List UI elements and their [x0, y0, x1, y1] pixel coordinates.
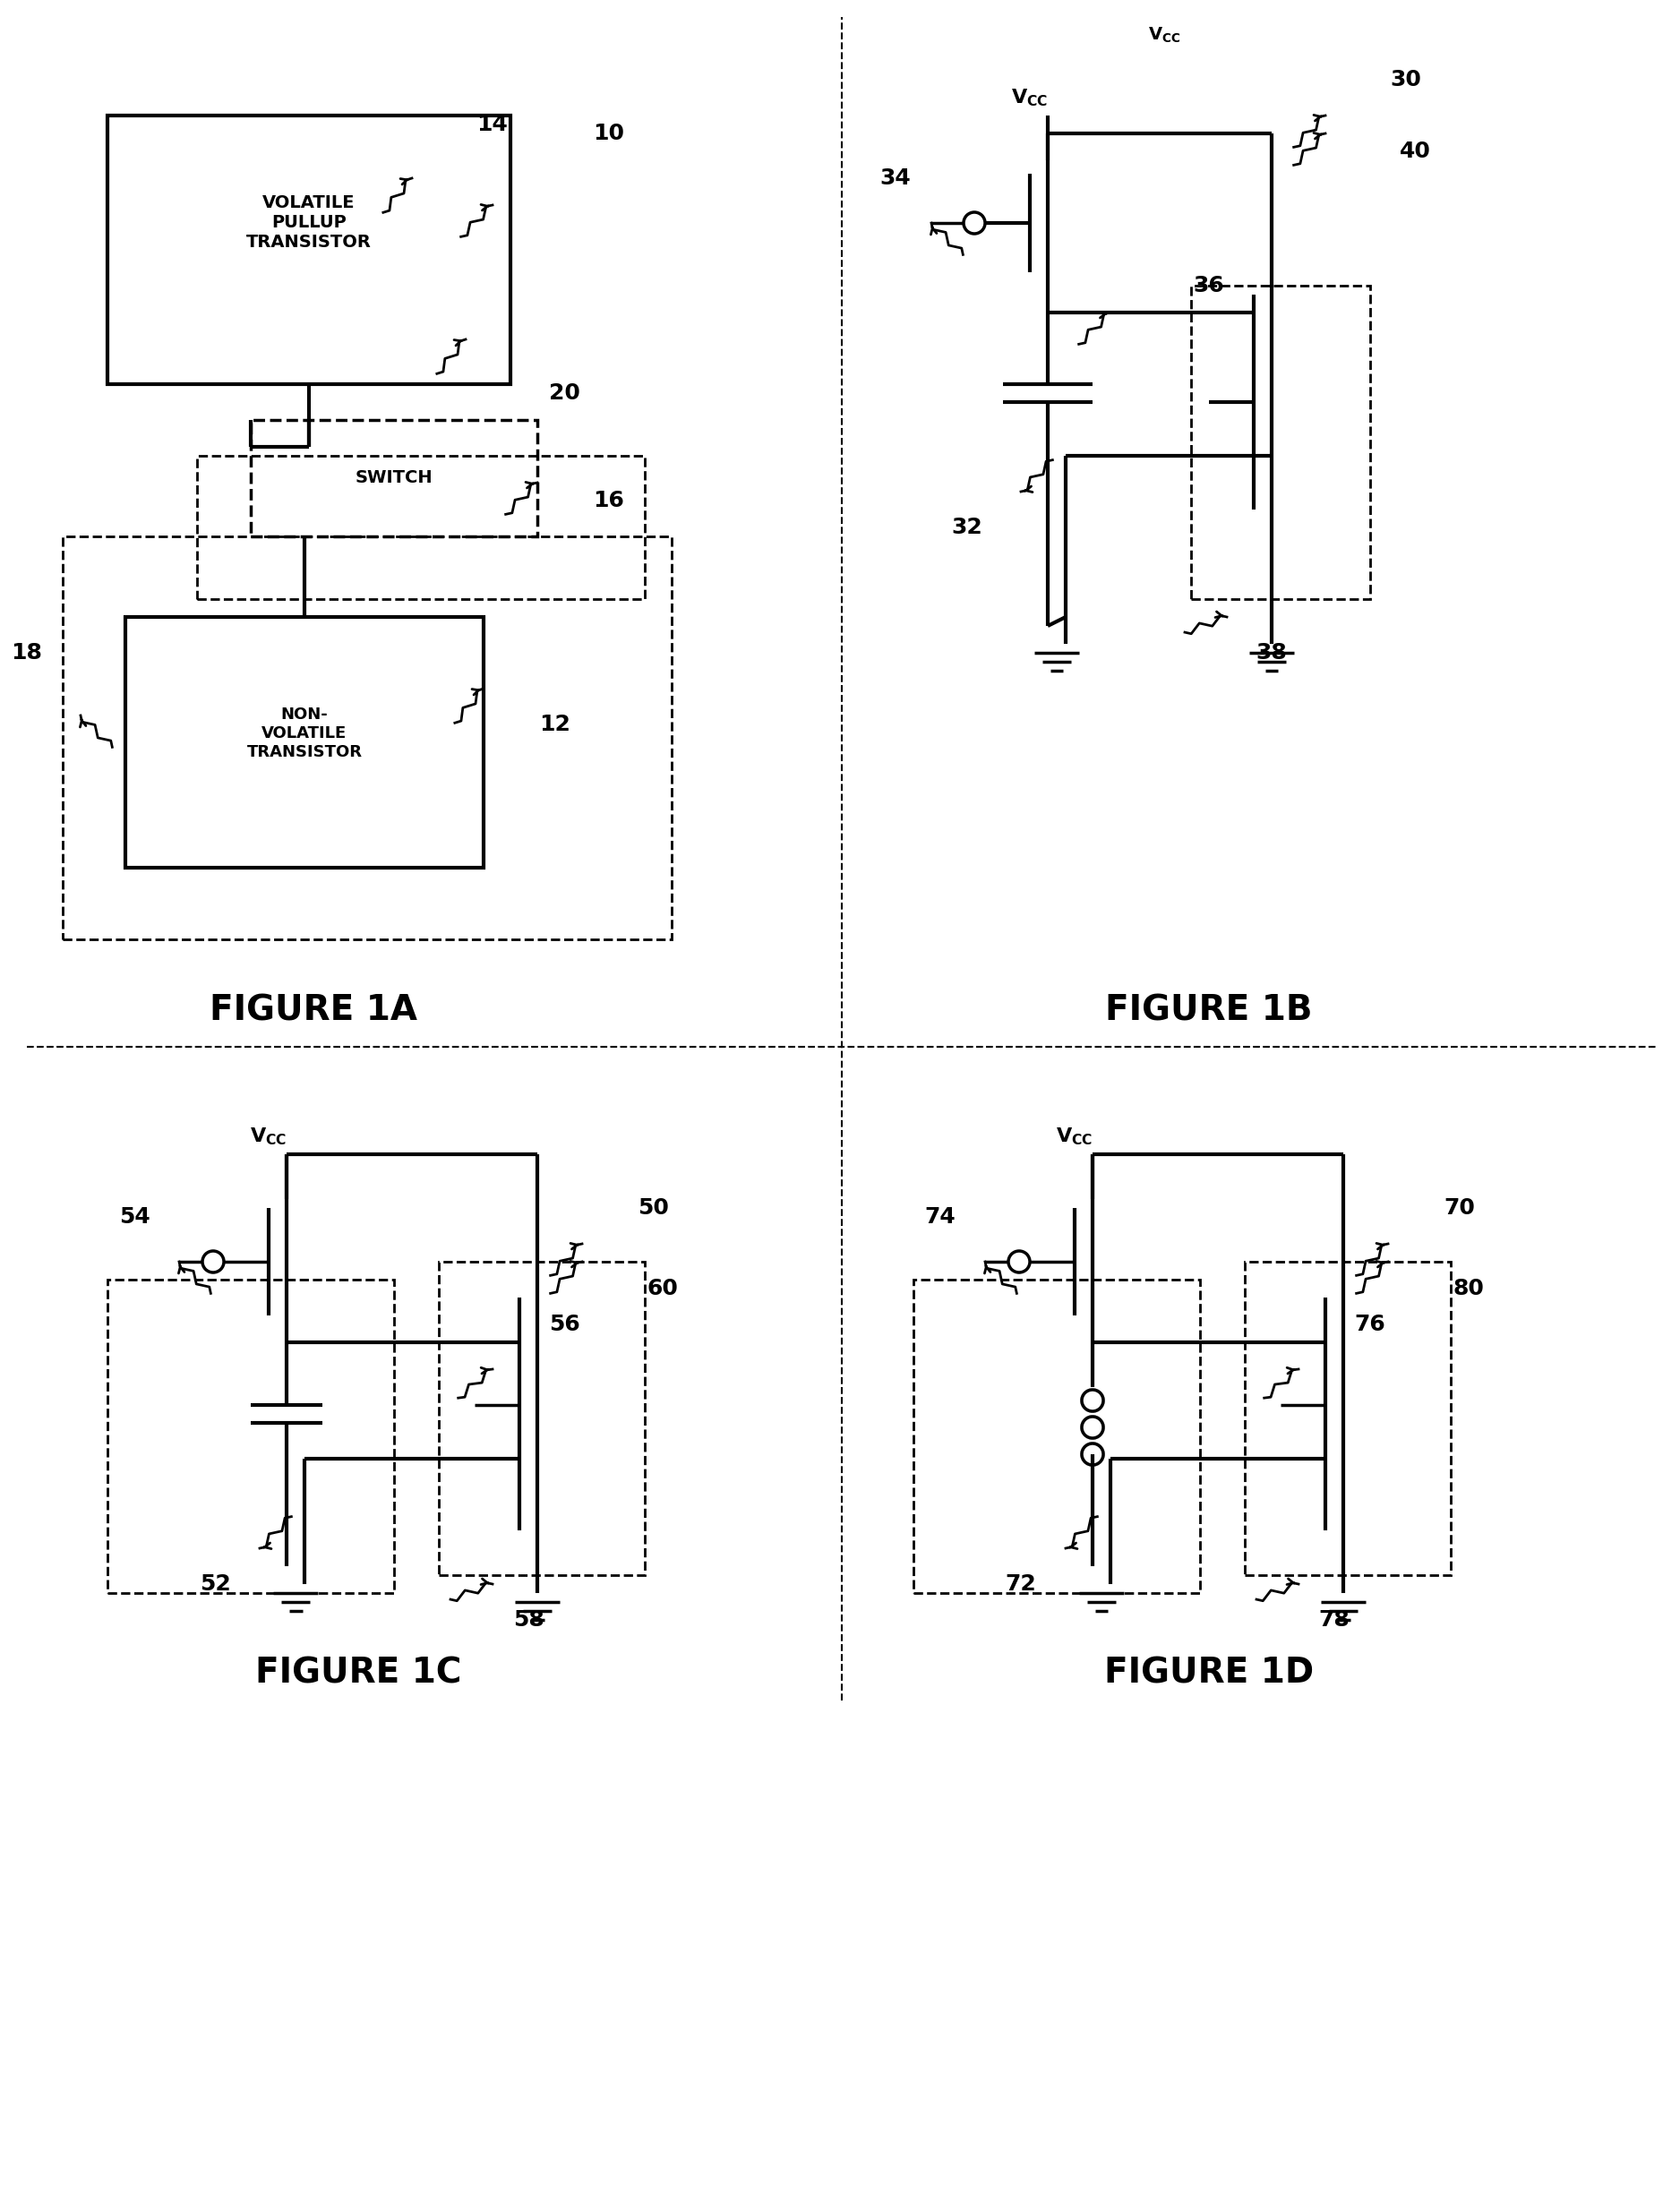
- Text: 54: 54: [119, 1206, 150, 1228]
- Text: FIGURE 1A: FIGURE 1A: [210, 993, 417, 1029]
- Text: 72: 72: [1005, 1572, 1037, 1594]
- Text: 58: 58: [512, 1610, 544, 1632]
- Text: $\mathbf{V_{CC}}$: $\mathbf{V_{CC}}$: [250, 1125, 287, 1147]
- Text: $\mathbf{V_{CC}}$: $\mathbf{V_{CC}}$: [1147, 26, 1181, 44]
- Text: 30: 30: [1391, 68, 1421, 90]
- Bar: [1191, 285, 1371, 599]
- Bar: [438, 1261, 645, 1575]
- Text: 40: 40: [1399, 140, 1431, 162]
- Bar: [914, 1281, 1200, 1592]
- Circle shape: [1082, 1443, 1104, 1465]
- Text: NON-
VOLATILE
TRANSISTOR: NON- VOLATILE TRANSISTOR: [247, 706, 363, 761]
- Bar: [1245, 1261, 1452, 1575]
- Text: 56: 56: [549, 1314, 580, 1336]
- Bar: [126, 616, 484, 868]
- Text: 14: 14: [477, 114, 507, 136]
- Text: 20: 20: [549, 382, 580, 404]
- Text: 74: 74: [924, 1206, 956, 1228]
- Text: FIGURE 1D: FIGURE 1D: [1104, 1656, 1314, 1691]
- Text: 80: 80: [1453, 1279, 1483, 1298]
- Circle shape: [1082, 1390, 1104, 1412]
- Text: FIGURE 1B: FIGURE 1B: [1105, 993, 1312, 1029]
- Text: 60: 60: [647, 1279, 679, 1298]
- Text: 36: 36: [1193, 274, 1225, 296]
- Text: FIGURE 1C: FIGURE 1C: [255, 1656, 462, 1691]
- Text: 16: 16: [593, 489, 625, 511]
- Text: 18: 18: [12, 643, 42, 664]
- Text: $\mathbf{V_{CC}}$: $\mathbf{V_{CC}}$: [1057, 1125, 1094, 1147]
- Text: 32: 32: [951, 518, 983, 537]
- Text: SWITCH: SWITCH: [354, 469, 433, 487]
- Circle shape: [1082, 1417, 1104, 1439]
- Text: 10: 10: [593, 123, 625, 145]
- Bar: [197, 456, 645, 599]
- Text: 78: 78: [1319, 1610, 1351, 1632]
- Text: 12: 12: [539, 713, 571, 735]
- Bar: [62, 537, 672, 939]
- Text: VOLATILE
PULLUP
TRANSISTOR: VOLATILE PULLUP TRANSISTOR: [247, 195, 371, 252]
- Text: 34: 34: [880, 167, 911, 189]
- Bar: [108, 1281, 395, 1592]
- Bar: [108, 116, 511, 384]
- Text: 50: 50: [638, 1197, 669, 1219]
- Text: 76: 76: [1354, 1314, 1386, 1336]
- Text: 70: 70: [1445, 1197, 1475, 1219]
- Text: $\mathbf{V_{CC}}$: $\mathbf{V_{CC}}$: [1011, 88, 1048, 107]
- Bar: [250, 421, 538, 537]
- Text: 52: 52: [200, 1572, 230, 1594]
- Text: 38: 38: [1257, 643, 1287, 664]
